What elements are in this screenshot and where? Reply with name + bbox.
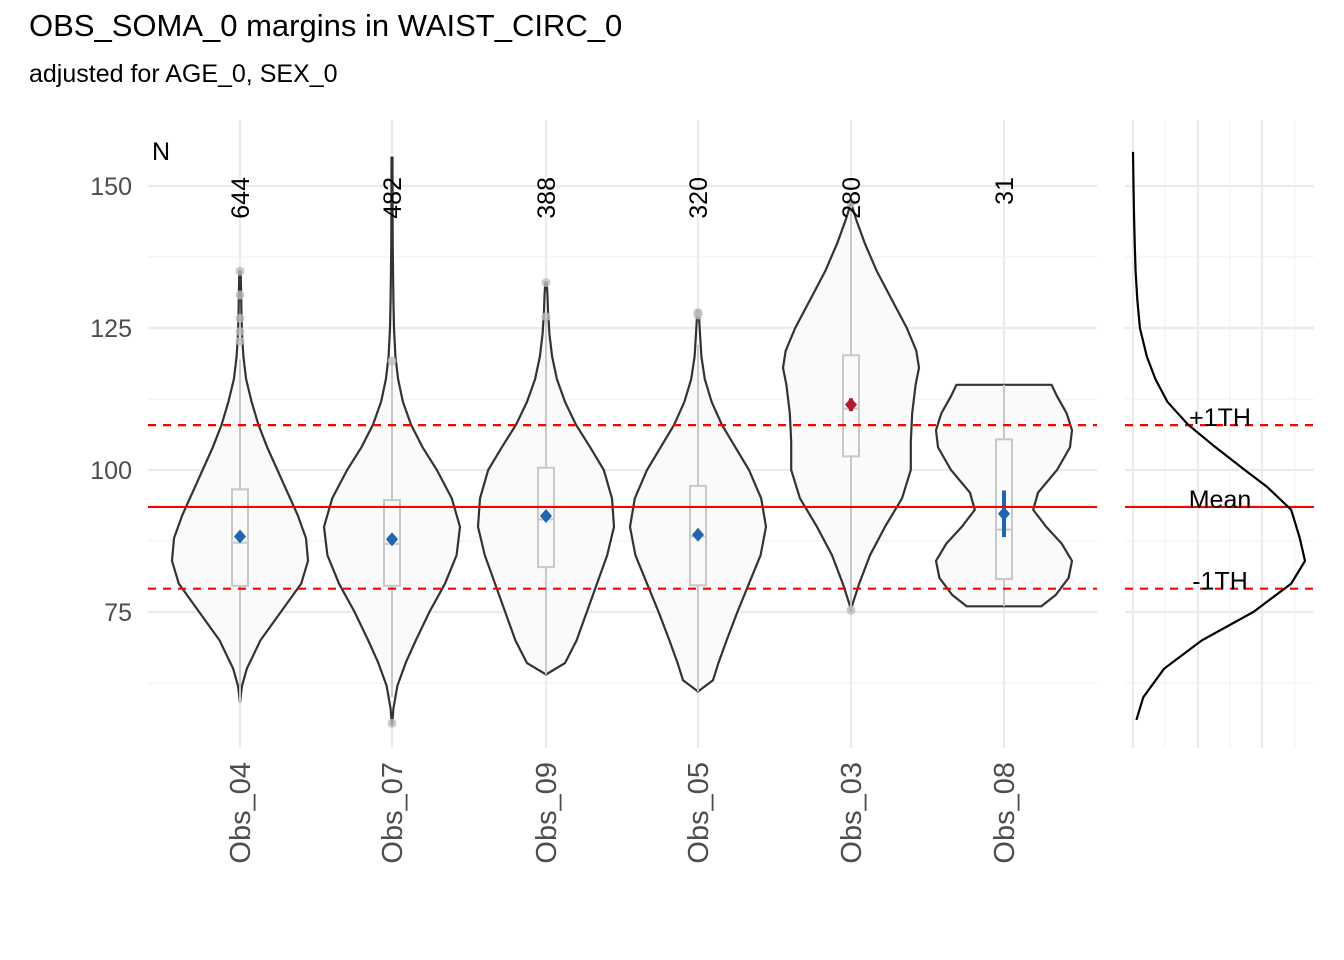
box-iqr: [537, 466, 555, 569]
outlier-point: [846, 605, 856, 615]
outlier-point: [235, 266, 245, 276]
y-tick-label: 75: [104, 599, 132, 627]
group-n-label: 482: [379, 177, 407, 219]
marginal-density-curve: [1131, 151, 1307, 721]
n-header: N: [152, 138, 170, 166]
group-n-label: 280: [838, 177, 866, 219]
x-tick-label: Obs_09: [531, 762, 563, 864]
plus-1th-label: +1TH: [1189, 404, 1251, 432]
minus-1th-label: -1TH: [1192, 568, 1248, 596]
x-tick-label: Obs_08: [989, 762, 1021, 864]
outlier-point: [387, 718, 397, 728]
mean-point: [540, 509, 552, 524]
outlier-point: [693, 310, 703, 320]
outlier-point: [235, 290, 245, 300]
group-n-label: 388: [533, 177, 561, 219]
mean-point: [998, 506, 1010, 521]
mean-point: [234, 529, 246, 544]
x-tick-label: Obs_04: [225, 762, 257, 864]
outlier-point: [235, 326, 245, 336]
y-tick-label: 150: [90, 173, 132, 201]
mean-point: [692, 527, 704, 542]
group-n-label: 644: [227, 177, 255, 219]
y-tick-label: 125: [90, 315, 132, 343]
x-tick-label: Obs_03: [836, 762, 868, 864]
group-n-label: 31: [991, 177, 1019, 205]
mean-label: Mean: [1189, 486, 1252, 514]
box-iqr: [842, 354, 860, 458]
x-tick-label: Obs_05: [683, 762, 715, 864]
y-tick-label: 100: [90, 457, 132, 485]
outlier-point: [387, 356, 397, 366]
outlier-point: [846, 198, 856, 208]
box-iqr: [995, 438, 1013, 581]
outlier-point: [235, 336, 245, 346]
chart-title: OBS_SOMA_0 margins in WAIST_CIRC_0: [29, 8, 623, 43]
mean-point: [845, 397, 857, 412]
group-n-label: 320: [685, 177, 713, 219]
x-tick-label: Obs_07: [377, 762, 409, 864]
mean-point: [386, 532, 398, 547]
outlier-point: [541, 278, 551, 288]
chart-subtitle: adjusted for AGE_0, SEX_0: [29, 60, 338, 88]
outlier-point: [235, 313, 245, 323]
outlier-point: [541, 312, 551, 322]
box-iqr: [231, 488, 249, 587]
